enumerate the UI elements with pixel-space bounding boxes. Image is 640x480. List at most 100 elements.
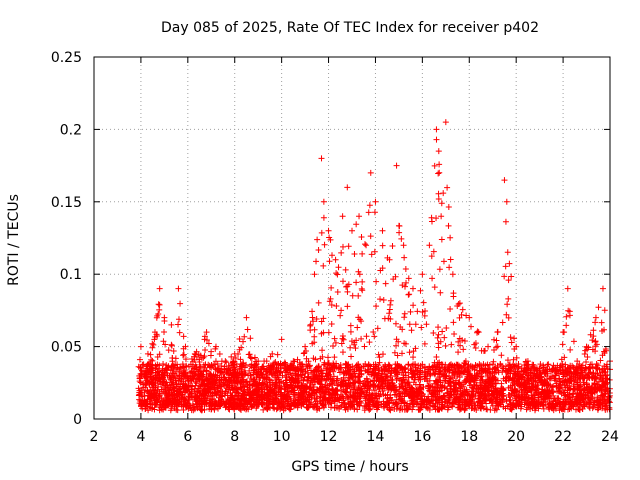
data-point [578,389,585,396]
data-point [452,368,459,375]
data-point [386,256,393,263]
data-point [469,388,476,395]
data-point [538,379,545,386]
data-point [380,391,387,398]
data-point [355,361,362,368]
data-point [303,347,310,354]
data-point [352,345,359,352]
data-point [566,312,573,319]
data-point [419,271,426,278]
data-point [505,277,512,284]
data-point [191,350,198,357]
data-point [256,374,263,381]
data-point [472,390,479,397]
data-point [393,376,400,383]
data-point [412,321,419,328]
data-point [228,353,235,360]
data-point [220,371,227,378]
data-point [438,200,445,207]
data-point [540,405,547,412]
data-point [258,385,265,392]
data-point [451,362,458,369]
data-point [392,273,399,280]
data-point [218,376,225,383]
data-point [408,327,415,334]
data-point [327,236,334,243]
data-point [421,340,428,347]
data-point [441,384,448,391]
y-tick-label: 0.15 [51,195,82,211]
data-point [215,388,222,395]
data-point [330,361,337,368]
data-point [567,397,574,404]
data-point [339,349,346,356]
data-point [421,363,428,370]
data-point [241,333,248,340]
data-point [160,338,167,345]
data-point [202,390,209,397]
data-point [418,386,425,393]
data-point [435,331,442,338]
data-point [447,387,454,394]
data-point [208,361,215,368]
data-point [447,305,454,312]
data-point [324,360,331,367]
data-point [430,370,437,377]
x-tick-label: 4 [136,429,145,445]
data-point [330,343,337,350]
data-point [152,374,159,381]
data-point [211,376,218,383]
data-point [479,369,486,376]
data-point [537,391,544,398]
data-point [184,372,191,379]
data-point [320,329,327,336]
data-point [586,399,593,406]
data-point [440,371,447,378]
data-point [210,382,217,389]
data-point [233,395,240,402]
x-axis-label: GPS time / hours [291,459,408,475]
data-point [584,353,591,360]
data-point [503,198,510,205]
data-point [540,362,547,369]
data-point [300,393,307,400]
data-point [239,374,246,381]
data-point [177,396,184,403]
data-point [513,343,520,350]
data-point [442,361,449,368]
data-point [466,314,473,321]
data-point [219,381,226,388]
data-point [511,392,518,399]
data-point [532,373,539,380]
data-point [320,315,327,322]
data-point [510,363,517,370]
data-point [476,368,483,375]
data-point [194,398,201,405]
data-point [463,312,470,319]
data-point [340,278,346,285]
data-point [234,379,241,386]
data-point [471,366,478,373]
data-point [477,390,484,397]
data-point [313,258,320,265]
data-point [434,376,441,383]
data-point [599,365,606,372]
data-point [426,242,433,249]
x-tick-label: 20 [507,429,525,445]
data-point [149,405,156,412]
data-point [288,374,295,381]
data-point [177,365,184,372]
data-point [333,302,340,309]
data-point [358,335,365,342]
data-point [520,386,527,393]
data-point [490,395,497,402]
data-point [190,407,197,414]
data-point [587,399,594,406]
data-point [366,392,373,399]
data-point [277,360,284,367]
data-point [497,361,504,368]
data-point [163,400,170,407]
data-point [178,394,185,401]
data-point [180,333,187,340]
data-point [170,364,177,371]
